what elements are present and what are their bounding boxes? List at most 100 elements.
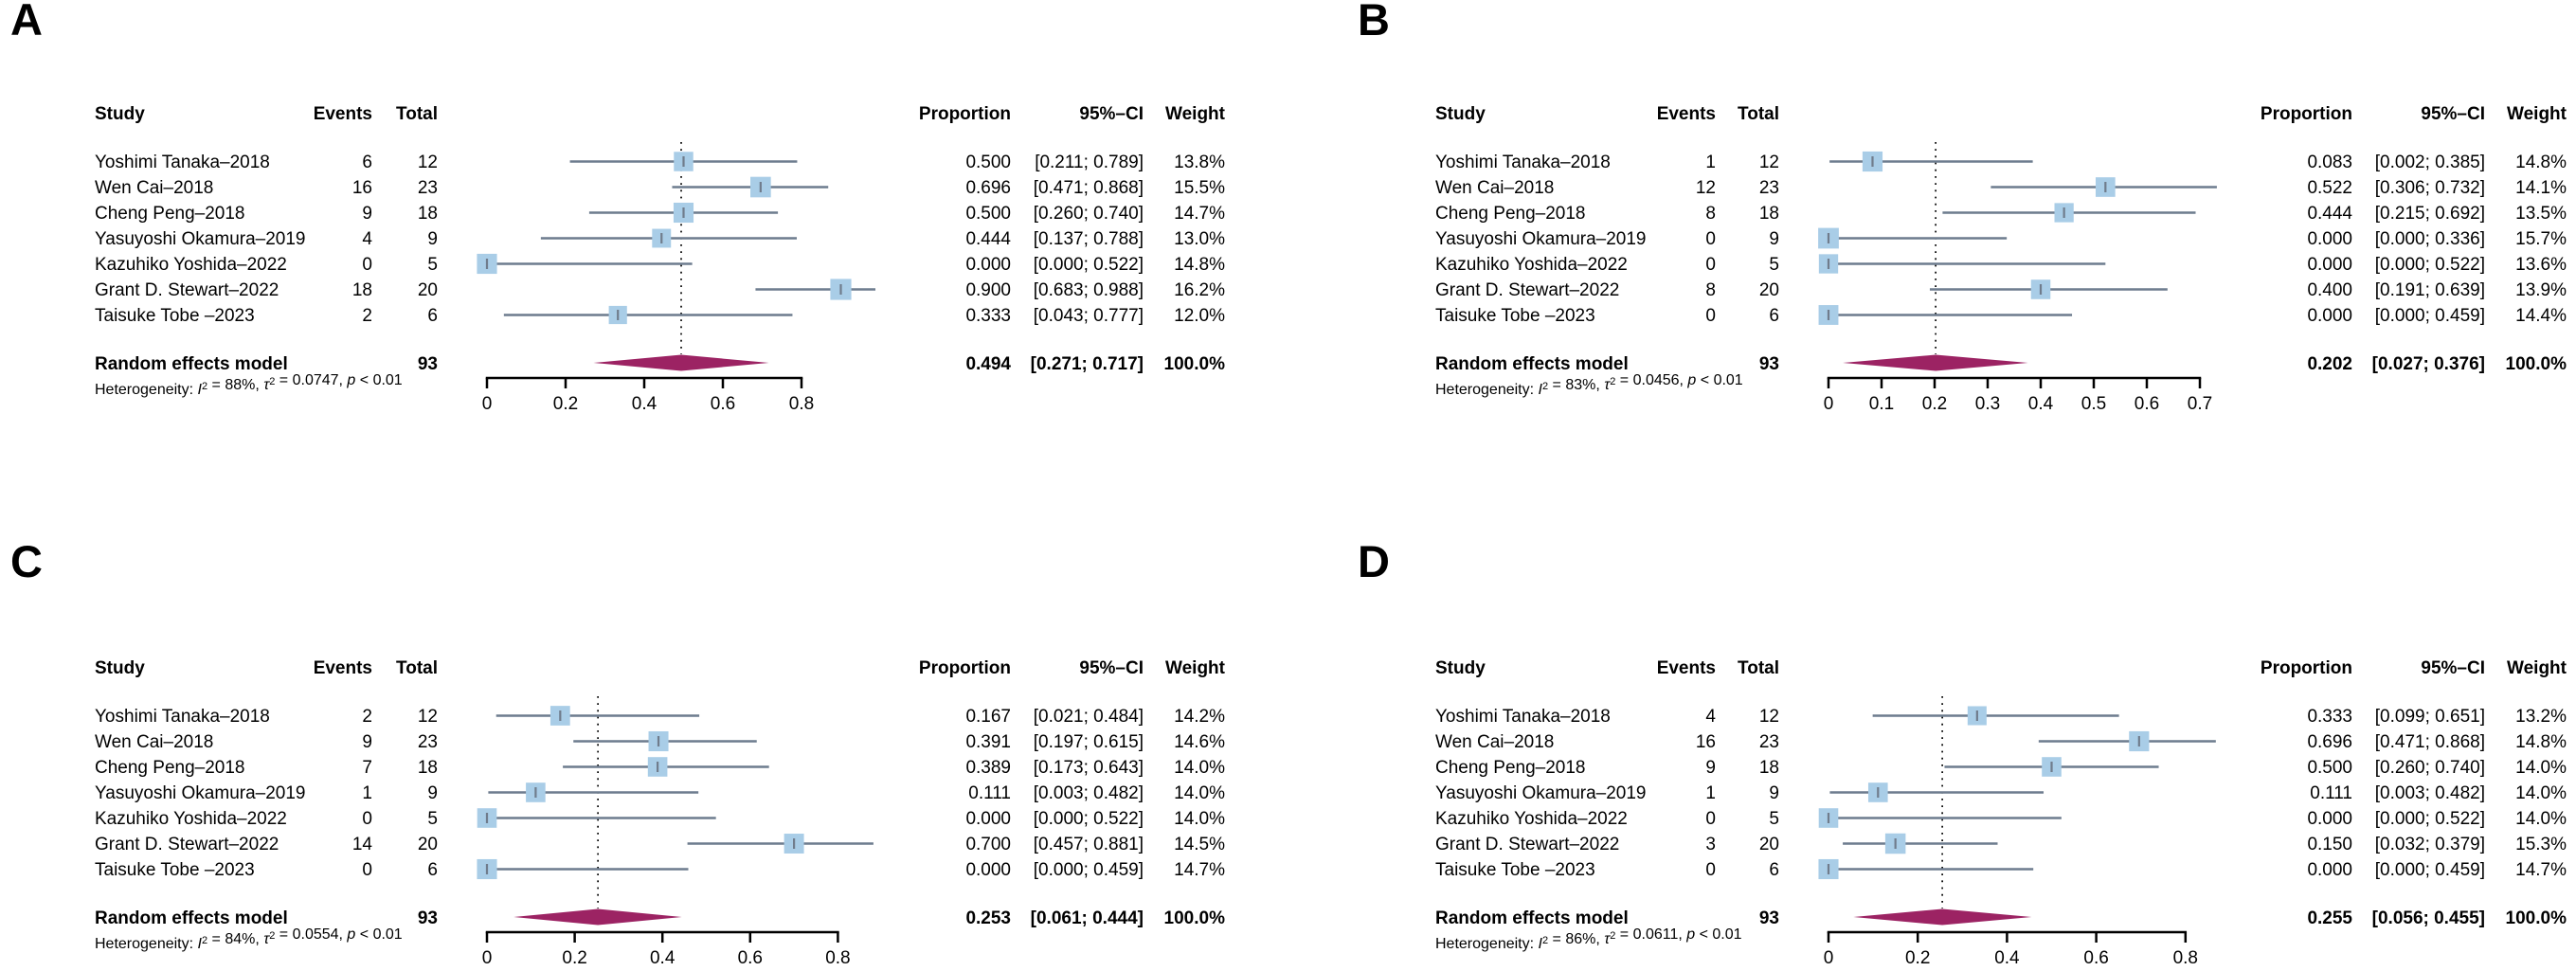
- x-axis-tick-label: 0: [1824, 394, 1834, 414]
- proportion-value: 0.000: [2307, 255, 2352, 275]
- total-value: 5: [427, 255, 438, 275]
- forest-plot-panel-b: Study Events Total Proportion 95%–CI Weight Yo…: [1435, 104, 2567, 414]
- col-header-total: Total: [396, 658, 438, 678]
- ci-value: [0.215; 0.692]: [2375, 204, 2485, 224]
- col-header-total: Total: [1738, 658, 1779, 678]
- ci-value: [0.260; 0.740]: [2375, 758, 2485, 778]
- weight-value: 15.3%: [2515, 835, 2567, 854]
- study-name: Kazuhiko Yoshida–2022: [95, 809, 287, 829]
- study-name: Yoshimi Tanaka–2018: [95, 153, 270, 172]
- weight-value: 14.0%: [2515, 809, 2567, 829]
- proportion-value: 0.111: [968, 783, 1011, 803]
- ci-value: [0.211; 0.789]: [1035, 153, 1144, 172]
- proportion-value: 0.500: [2307, 758, 2352, 778]
- ci-value: [0.471; 0.868]: [2375, 732, 2485, 752]
- events-value: 9: [1705, 758, 1716, 778]
- ci-value: [0.000; 0.459]: [1034, 860, 1144, 880]
- ci-value: [0.032; 0.379]: [2375, 835, 2485, 854]
- events-value: 0: [1705, 306, 1716, 326]
- ci-value: [0.471; 0.868]: [1034, 178, 1144, 198]
- weight-value: 14.0%: [1174, 783, 1225, 803]
- events-value: 16: [1696, 732, 1716, 752]
- total-value: 6: [427, 306, 438, 326]
- events-value: 3: [1705, 835, 1716, 854]
- ci-value: [0.457; 0.881]: [1034, 835, 1144, 854]
- ci-value: [0.683; 0.988]: [1034, 280, 1144, 300]
- weight-value: 15.5%: [1174, 178, 1225, 198]
- study-name: Grant D. Stewart–2022: [1435, 835, 1619, 854]
- forest-plot-panel-d: Study Events Total Proportion 95%–CI Weight Yo…: [1435, 658, 2567, 968]
- proportion-value: 0.391: [965, 732, 1011, 752]
- ci-value: [0.021; 0.484]: [1034, 707, 1144, 727]
- x-axis-tick-label: 0.6: [2135, 394, 2159, 414]
- weight-value: 14.2%: [1174, 707, 1225, 727]
- weight-value: 14.0%: [1174, 758, 1225, 778]
- heterogeneity-note: Heterogeneity: I2 = 88%, τ2 = 0.0747, p …: [95, 372, 403, 398]
- x-axis-tick-label: 0.2: [1905, 948, 1930, 968]
- study-name: Grant D. Stewart–2022: [1435, 280, 1619, 300]
- x-axis-tick-label: 0: [482, 948, 493, 968]
- pooled-total: 93: [418, 908, 438, 928]
- ci-value: [0.260; 0.740]: [1034, 204, 1144, 224]
- x-axis-tick-label: 0.4: [632, 394, 658, 414]
- pooled-label: Random effects model: [1435, 354, 1629, 374]
- proportion-value: 0.000: [965, 255, 1011, 275]
- study-name: Kazuhiko Yoshida–2022: [1435, 809, 1628, 829]
- total-value: 9: [427, 229, 438, 249]
- x-axis-tick-label: 0.8: [789, 394, 814, 414]
- weight-value: 14.8%: [2515, 153, 2567, 172]
- ci-value: [0.099; 0.651]: [2375, 707, 2485, 727]
- col-header-study: Study: [1435, 104, 1486, 124]
- weight-value: 14.7%: [1174, 204, 1225, 224]
- panel-label-a: A: [10, 0, 43, 45]
- proportion-value: 0.700: [965, 835, 1011, 854]
- ci-value: [0.191; 0.639]: [2375, 280, 2485, 300]
- pooled-diamond: [1853, 908, 2032, 926]
- pooled-ci: [0.061; 0.444]: [1031, 908, 1144, 928]
- study-name: Wen Cai–2018: [1435, 732, 1554, 752]
- x-axis-tick-label: 0.6: [738, 948, 763, 968]
- ci-value: [0.002; 0.385]: [2375, 153, 2485, 172]
- study-name: Kazuhiko Yoshida–2022: [95, 255, 287, 275]
- ci-value: [0.137; 0.788]: [1034, 229, 1144, 249]
- x-axis-tick-label: 0.2: [562, 948, 586, 968]
- heterogeneity-note: Heterogeneity: I2 = 86%, τ2 = 0.0611, p …: [1435, 926, 1742, 952]
- study-name: Cheng Peng–2018: [95, 758, 244, 778]
- proportion-value: 0.000: [2307, 306, 2352, 326]
- events-value: 16: [352, 178, 372, 198]
- study-name: Cheng Peng–2018: [95, 204, 244, 224]
- pooled-label: Random effects model: [95, 354, 288, 374]
- pooled-proportion: 0.202: [2307, 354, 2352, 374]
- forest-plot-panel-a: Study Events Total Proportion 95%–CI Weight Yo…: [95, 104, 1226, 414]
- weight-value: 14.6%: [1174, 732, 1225, 752]
- proportion-value: 0.444: [965, 229, 1011, 249]
- proportion-value: 0.000: [2307, 809, 2352, 829]
- proportion-value: 0.167: [965, 707, 1011, 727]
- total-value: 18: [418, 758, 438, 778]
- events-value: 9: [362, 204, 372, 224]
- proportion-value: 0.696: [965, 178, 1011, 198]
- pooled-proportion: 0.255: [2307, 908, 2352, 928]
- weight-value: 14.1%: [2515, 178, 2567, 198]
- col-header-study: Study: [95, 104, 145, 124]
- total-value: 23: [418, 732, 438, 752]
- pooled-weight: 100.0%: [2506, 354, 2567, 374]
- events-value: 9: [362, 732, 372, 752]
- proportion-value: 0.900: [965, 280, 1011, 300]
- col-header-proportion: Proportion: [2261, 104, 2352, 124]
- weight-value: 14.7%: [2515, 860, 2567, 880]
- study-name: Kazuhiko Yoshida–2022: [1435, 255, 1628, 275]
- total-value: 18: [1759, 204, 1779, 224]
- pooled-label: Random effects model: [1435, 908, 1629, 928]
- col-header-proportion: Proportion: [2261, 658, 2352, 678]
- pooled-ci: [0.056; 0.455]: [2372, 908, 2485, 928]
- events-value: 2: [362, 306, 372, 326]
- pooled-diamond: [1843, 354, 2028, 371]
- pooled-weight: 100.0%: [1164, 908, 1226, 928]
- total-value: 5: [427, 809, 438, 829]
- study-name: Wen Cai–2018: [95, 178, 213, 198]
- events-value: 0: [362, 255, 372, 275]
- total-value: 12: [1759, 153, 1779, 172]
- col-header-weight: Weight: [1165, 104, 1226, 124]
